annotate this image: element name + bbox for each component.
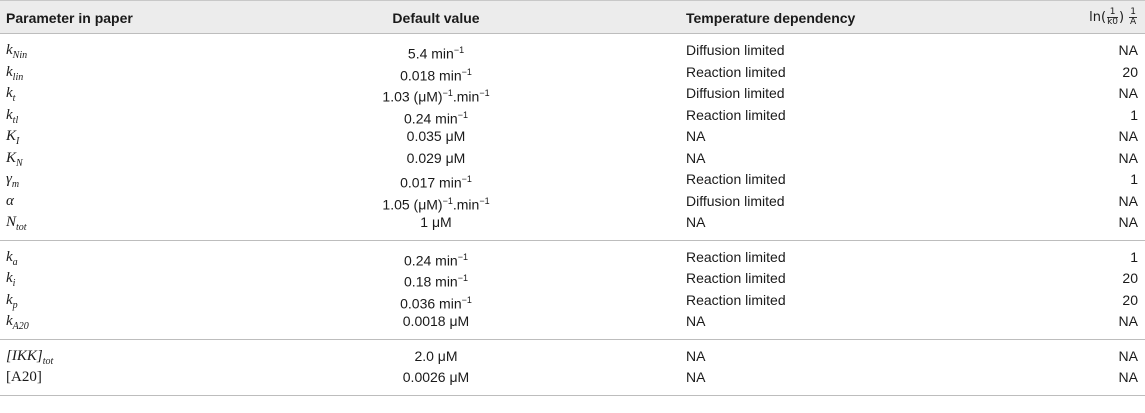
temperature-dependency: NA (686, 369, 706, 385)
table-row: ka 0.24 min−1 Reaction limited 1 (0, 247, 1145, 269)
table-row: kNin 5.4 min−1 Diffusion limited NA (0, 40, 1145, 62)
table-row: α 1.05 (μM)−1.min−1 Diffusion limited NA (0, 191, 1145, 213)
ln-ratio-value: NA (1118, 347, 1138, 364)
table-row: [A20] 0.0026 μM NA NA (0, 367, 1145, 389)
temperature-dependency: Diffusion limited (686, 42, 785, 58)
row-group: ka 0.24 min−1 Reaction limited 1 ki 0.18 min−… (0, 239, 1145, 339)
table-row: ki 0.18 min−1 Reaction limited 20 (0, 268, 1145, 290)
parameter-symbol: ki (6, 270, 16, 289)
table-row: Ntot 1 μM NA NA (0, 212, 1145, 234)
ln-ratio-value: 20 (1122, 63, 1138, 80)
parameter-symbol: α (6, 192, 14, 209)
default-value: 0.24 min−1 (404, 251, 468, 269)
parameter-symbol: [A20] (6, 369, 42, 385)
default-value: 0.036 min−1 (400, 294, 472, 312)
temperature-dependency: NA (686, 128, 706, 144)
parameter-symbol: KN (6, 149, 23, 169)
default-value: 2.0 μM (414, 347, 458, 364)
parameter-symbol: kt (6, 85, 16, 104)
default-value: 5.4 min−1 (407, 45, 465, 62)
temperature-dependency: Reaction limited (686, 171, 786, 187)
row-group: kNin 5.4 min−1 Diffusion limited NA klin 0.01… (0, 34, 1145, 240)
header-parameter: Parameter in paper (6, 10, 133, 26)
parameter-symbol: kp (6, 291, 18, 311)
temperature-dependency: Reaction limited (686, 63, 786, 80)
temperature-dependency: Reaction limited (686, 248, 786, 265)
temperature-dependency: Diffusion limited (686, 85, 785, 101)
ln-ratio-value: 1 (1130, 248, 1138, 265)
ln-ratio-value: NA (1118, 85, 1138, 101)
header-temperature-dependency: Temperature dependency (686, 10, 856, 26)
default-value: 0.029 μM (406, 149, 466, 166)
temperature-dependency: NA (686, 313, 706, 329)
temperature-dependency: NA (686, 214, 706, 230)
temperature-dependency: NA (686, 347, 706, 364)
ln-ratio-value: NA (1118, 192, 1138, 209)
ln-ratio-value: NA (1118, 313, 1138, 329)
table-row: KN 0.029 μM NA NA (0, 148, 1145, 170)
ln-ratio-value: 1 (1130, 106, 1138, 123)
default-value: 0.18 min−1 (404, 273, 468, 290)
temperature-dependency: Diffusion limited (686, 192, 785, 209)
default-value: 0.017 min−1 (400, 174, 472, 191)
ln-ratio-value: 20 (1122, 270, 1138, 286)
default-value: 1.05 (μM)−1.min−1 (382, 195, 490, 213)
ln-ratio-value: NA (1118, 369, 1138, 385)
temperature-dependency: Reaction limited (686, 291, 786, 308)
table-row: γm 0.017 min−1 Reaction limited 1 (0, 169, 1145, 191)
table-row: kA20 0.0018 μM NA NA (0, 311, 1145, 333)
parameter-symbol: KI (6, 128, 20, 147)
parameter-table: Parameter in paper Default value Tempera… (0, 0, 1145, 396)
table-body: kNin 5.4 min−1 Diffusion limited NA klin 0.01… (0, 34, 1145, 396)
ln-prefix: ln (1089, 10, 1102, 25)
default-value: 0.0018 μM (402, 313, 470, 329)
default-value: 1 μM (420, 214, 452, 230)
default-value: 0.24 min−1 (404, 109, 468, 127)
table-row: kt 1.03 (μM)−1.min−1 Diffusion limited NA (0, 83, 1145, 105)
parameter-symbol: ka (6, 248, 18, 268)
table-header: Parameter in paper Default value Tempera… (0, 0, 1145, 34)
parameter-symbol: ktl (6, 106, 19, 126)
temperature-dependency: NA (686, 149, 706, 166)
fraction-1-over-k0: 1 k0 (1107, 7, 1119, 27)
row-group: [IKK]tot 2.0 μM NA NA [A20] 0.0026 μM NA NA (0, 338, 1145, 396)
parameter-symbol: kNin (6, 42, 28, 61)
ln-ratio-value: NA (1118, 149, 1138, 166)
ln-ratio-value: NA (1118, 42, 1138, 58)
default-value: 1.03 (μM)−1.min−1 (382, 88, 490, 105)
parameter-symbol: [IKK]tot (6, 347, 54, 367)
table-row: ktl 0.24 min−1 Reaction limited 1 (0, 105, 1145, 127)
table-row: kp 0.036 min−1 Reaction limited 20 (0, 290, 1145, 312)
parameter-symbol: Ntot (6, 214, 27, 233)
ln-ratio-value: 20 (1122, 291, 1138, 308)
table-row: klin 0.018 min−1 Reaction limited 20 (0, 62, 1145, 84)
table-row: [IKK]tot 2.0 μM NA NA (0, 346, 1145, 368)
table-row: KI 0.035 μM NA NA (0, 126, 1145, 148)
temperature-dependency: Reaction limited (686, 270, 786, 286)
parameter-symbol: klin (6, 63, 24, 83)
default-value: 0.0026 μM (402, 369, 470, 385)
parameter-symbol: kA20 (6, 313, 29, 332)
ln-ratio-value: NA (1118, 214, 1138, 230)
temperature-dependency: Reaction limited (686, 106, 786, 123)
parameter-symbol: γm (6, 171, 20, 190)
header-default-value: Default value (392, 10, 480, 26)
ln-ratio-value: 1 (1130, 171, 1138, 187)
default-value: 0.018 min−1 (400, 66, 472, 84)
ln-ratio-value: NA (1118, 128, 1138, 144)
default-value: 0.035 μM (406, 128, 466, 144)
